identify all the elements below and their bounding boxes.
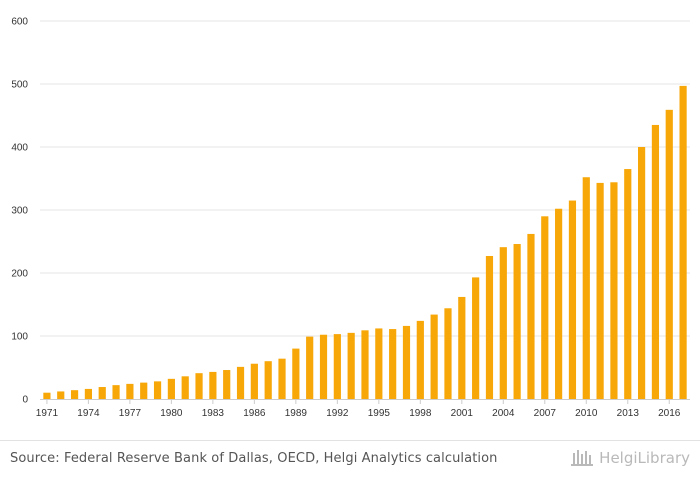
- bar-1979: [153, 381, 162, 399]
- bar-2017: [679, 85, 687, 399]
- x-tick-label: 2001: [451, 408, 474, 419]
- bar-2014: [638, 147, 646, 399]
- bar-1976: [112, 385, 120, 399]
- bar-2007: [541, 216, 549, 399]
- bar-1974: [84, 388, 92, 399]
- x-axis-ticks: 1971 1974 1977 1980 1983 1986 1989 1992 1995 1998…: [36, 399, 681, 419]
- bar-1999: [430, 314, 438, 399]
- bar-1973: [70, 390, 79, 399]
- bar-chart: 0 100 200 300 400 500 600 1971 1974 1977 1980 1983…: [11, 17, 690, 419]
- x-tick-label: 1974: [77, 408, 100, 419]
- bar-2000: [444, 308, 452, 399]
- bar-2012: [610, 182, 618, 399]
- bar-1996: [389, 329, 397, 399]
- x-tick-label: 1989: [285, 408, 308, 419]
- bar-1983: [209, 371, 217, 399]
- bar-2006: [527, 233, 535, 399]
- bar-1995: [375, 328, 383, 399]
- x-tick-label: 1992: [326, 408, 349, 419]
- footer-divider: [0, 440, 700, 441]
- bar-2008: [555, 208, 563, 399]
- x-tick-label: 1977: [119, 408, 142, 419]
- bar-1987: [264, 361, 272, 399]
- bar-2010: [582, 177, 590, 399]
- bar-1998: [416, 320, 424, 399]
- x-tick-label: 2007: [534, 408, 557, 419]
- y-axis-ticks: 0 100 200 300 400 500 600: [11, 17, 28, 406]
- bar-2004: [499, 247, 507, 399]
- y-tick-label: 400: [11, 143, 28, 154]
- source-note: Source: Federal Reserve Bank of Dallas, …: [10, 451, 498, 466]
- library-icon: [571, 450, 594, 466]
- x-tick-label: 1986: [243, 408, 266, 419]
- bar-2003: [485, 255, 494, 399]
- brand-name: HelgiLibrary: [599, 449, 690, 467]
- bar-2016: [665, 109, 673, 399]
- x-tick-label: 1998: [409, 408, 432, 419]
- bar-2001: [458, 296, 466, 399]
- x-tick-label: 1980: [160, 408, 183, 419]
- bar-2005: [513, 244, 521, 399]
- y-tick-label: 500: [11, 80, 28, 91]
- x-tick-label: 1995: [368, 408, 391, 419]
- bar-1991: [319, 334, 328, 399]
- y-tick-label: 200: [11, 269, 28, 280]
- bar-1992: [333, 334, 341, 399]
- bar-1978: [140, 382, 148, 399]
- y-tick-label: 0: [22, 395, 28, 406]
- bar-1975: [98, 387, 106, 399]
- bar-1977: [126, 383, 134, 399]
- y-tick-label: 100: [11, 332, 28, 343]
- y-tick-label: 600: [11, 17, 28, 28]
- bar-1993: [347, 332, 355, 399]
- bar-1972: [57, 391, 65, 399]
- bars: [43, 85, 687, 399]
- bar-1980: [167, 378, 175, 399]
- bar-1990: [306, 336, 314, 399]
- bar-1994: [361, 330, 369, 399]
- x-tick-label: 2004: [492, 408, 515, 419]
- y-tick-label: 300: [11, 206, 28, 217]
- bar-1997: [402, 325, 411, 399]
- x-tick-label: 2013: [617, 408, 640, 419]
- bar-1971: [43, 392, 51, 399]
- bar-1982: [195, 373, 203, 399]
- bar-1985: [236, 366, 245, 399]
- brand-logo[interactable]: HelgiLibrary: [569, 448, 690, 468]
- x-tick-label: 1971: [36, 408, 59, 419]
- bar-1984: [223, 370, 231, 399]
- bar-2009: [568, 200, 577, 399]
- gridlines: [40, 20, 690, 337]
- x-tick-label: 1983: [202, 408, 225, 419]
- bar-2015: [651, 124, 660, 399]
- bar-1981: [181, 376, 189, 399]
- bar-1989: [292, 348, 300, 399]
- x-tick-label: 2010: [575, 408, 598, 419]
- bar-2011: [596, 182, 604, 399]
- x-tick-label: 2016: [658, 408, 681, 419]
- bar-2013: [624, 169, 632, 399]
- bar-1986: [250, 363, 258, 399]
- bar-1988: [278, 358, 286, 399]
- bar-2002: [472, 277, 480, 399]
